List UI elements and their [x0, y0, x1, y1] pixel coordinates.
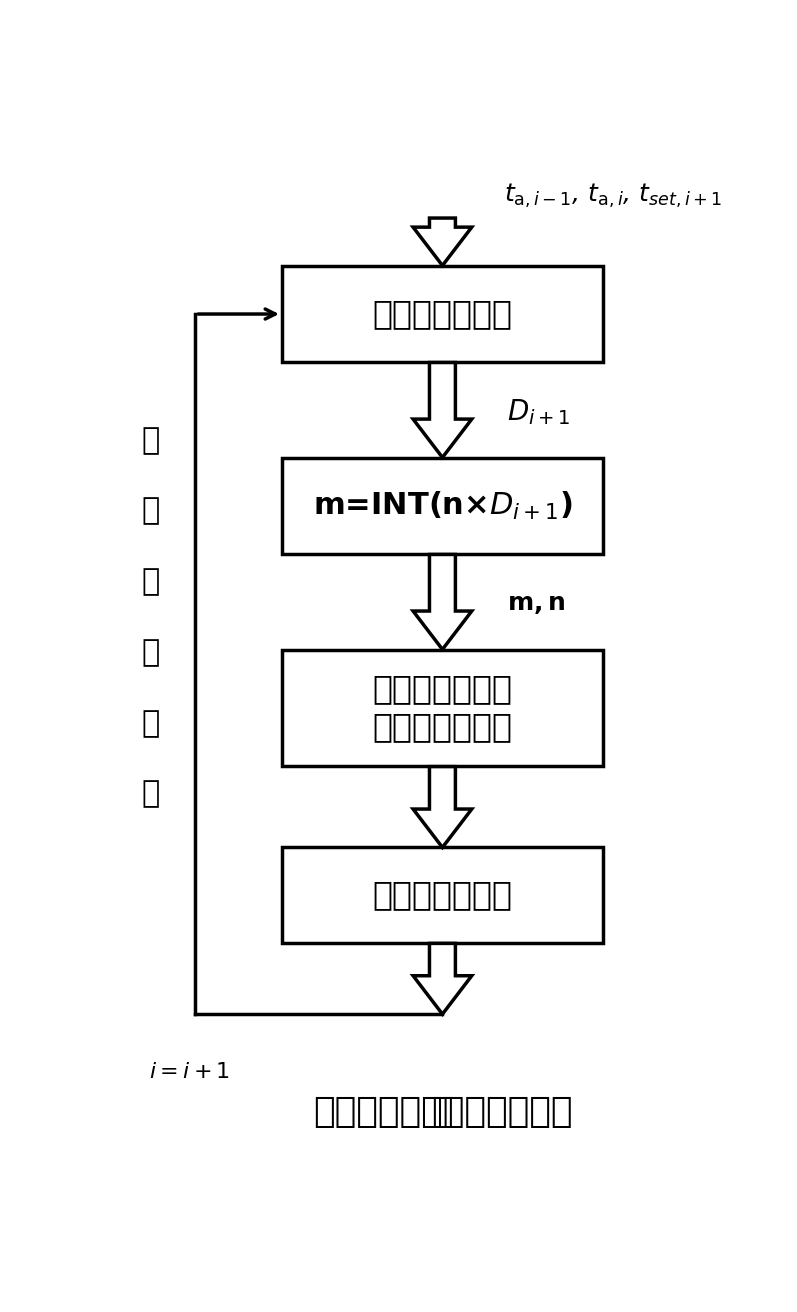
Text: 随机筛选生成器: 随机筛选生成器 [372, 879, 512, 912]
Polygon shape [413, 766, 472, 848]
Text: 控: 控 [141, 567, 159, 596]
Bar [282, 458, 603, 554]
Text: $t_{\mathrm{a},i-1}$, $t_{\mathrm{a},i}$, $t_{set,i+1}$: $t_{\mathrm{a},i-1}$, $t_{\mathrm{a},i}$… [505, 182, 722, 210]
Text: 用户通断时间序列预测结果: 用户通断时间序列预测结果 [312, 1096, 572, 1130]
Text: 占空比预测模型: 占空比预测模型 [372, 298, 512, 331]
Text: 占: 占 [432, 1096, 453, 1130]
Text: 下: 下 [141, 426, 159, 455]
Text: 满足占空比的通
断时间序列集合: 满足占空比的通 断时间序列集合 [372, 673, 512, 744]
Text: m=INT(n×$D_{i+1}$): m=INT(n×$D_{i+1}$) [312, 489, 572, 522]
Text: $i = i+1$: $i = i+1$ [149, 1061, 230, 1081]
Text: $D_{i+1}$: $D_{i+1}$ [508, 398, 571, 426]
Polygon shape [413, 555, 472, 649]
Bar [282, 266, 603, 362]
Polygon shape [413, 362, 472, 458]
Text: 制: 制 [141, 638, 159, 666]
Polygon shape [413, 218, 472, 265]
Polygon shape [413, 943, 472, 1014]
Text: 周: 周 [141, 708, 159, 737]
Text: $\mathbf{m, n}$: $\mathbf{m, n}$ [508, 592, 566, 615]
Bar [282, 848, 603, 943]
Text: 期: 期 [141, 779, 159, 808]
Bar [282, 649, 603, 766]
Text: 一: 一 [141, 496, 159, 526]
